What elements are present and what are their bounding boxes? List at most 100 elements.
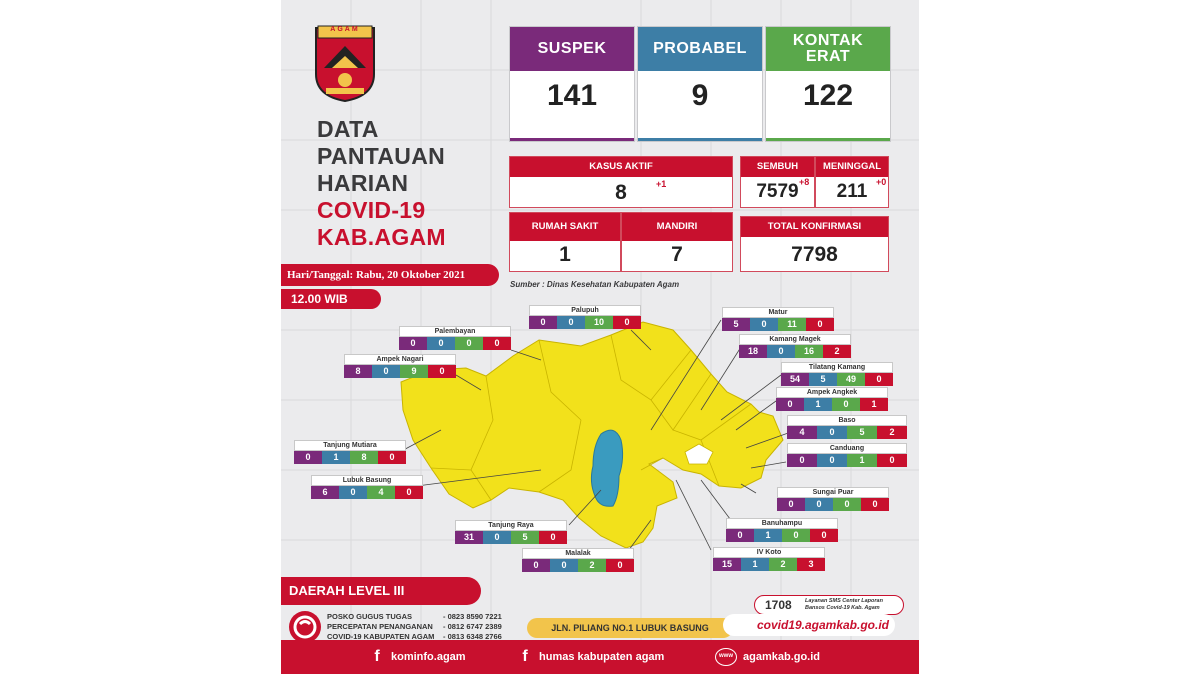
value-probabel: 5 — [809, 373, 837, 386]
footer-facebook-humas[interactable]: f humas kabupaten agam — [517, 648, 664, 666]
value-probabel: 1 — [804, 398, 832, 411]
logo-text: AGAM — [330, 26, 360, 33]
value-probabel: 1 — [741, 558, 769, 571]
district-matur: Matur 5 0 11 0 — [722, 307, 834, 331]
district-name: Ampek Angkek — [776, 387, 888, 398]
value-probabel: 1 — [754, 529, 782, 542]
district-iv-koto: IV Koto 15 1 2 3 — [713, 547, 825, 571]
level-banner: DAERAH LEVEL III — [281, 577, 481, 605]
value-probabel: 0 — [767, 345, 795, 358]
value-suspek: 4 — [787, 426, 817, 439]
stat-kontak-erat: KONTAK ERAT 122 — [765, 26, 891, 142]
value-kontak: 8 — [350, 451, 378, 464]
value-probabel: 0 — [817, 454, 847, 467]
district-palupuh: Palupuh 0 0 10 0 — [529, 305, 641, 329]
district-tanjung-raya: Tanjung Raya 31 0 5 0 — [455, 520, 567, 544]
agam-logo — [315, 25, 375, 102]
value-aktif: 2 — [877, 426, 907, 439]
stat-probabel-underline — [638, 138, 762, 141]
value-suspek: 0 — [522, 559, 550, 572]
covid-infographic: AGAM DATA PANTAUAN HARIAN COVID-19 KAB.A… — [281, 0, 919, 674]
district-name: Banuhampu — [726, 518, 838, 529]
value-aktif: 0 — [877, 454, 907, 467]
district-name: IV Koto — [713, 547, 825, 558]
title-line-3: HARIAN — [317, 170, 409, 196]
district-kamang-magek: Kamang Magek 18 0 16 2 — [739, 334, 851, 358]
maninjau-lake — [590, 429, 624, 507]
merapi-enclave — [684, 443, 714, 465]
value-kontak: 0 — [832, 398, 860, 411]
value-suspek: 0 — [777, 498, 805, 511]
posko-line-3: COVID-19 KABUPATEN AGAM — [327, 632, 435, 641]
district-name: Malalak — [522, 548, 634, 559]
value-kontak: 5 — [847, 426, 877, 439]
sms-text: Layanan SMS Center Laporan Bansos Covid-… — [805, 598, 883, 611]
facebook-icon: f — [374, 648, 380, 665]
stat-kasus-aktif: KASUS AKTIF 8 +1 — [509, 156, 733, 208]
posko-line-1: POSKO GUGUS TUGAS — [327, 612, 413, 621]
stat-kasus-aktif-delta: +1 — [656, 179, 667, 189]
value-suspek: 31 — [455, 531, 483, 544]
value-suspek: 54 — [781, 373, 809, 386]
stat-meninggal-label: MENINGGAL — [816, 157, 888, 177]
stat-probabel-value: 9 — [691, 79, 709, 112]
posko-phone-3: - 0813 6348 2766 — [443, 632, 502, 641]
website-link[interactable]: covid19.agamkab.go.id — [723, 614, 895, 636]
value-kontak: 2 — [578, 559, 606, 572]
time-bar: 12.00 WIB — [281, 289, 381, 309]
regency-shape — [400, 321, 784, 549]
stat-total-konfirmasi-label: TOTAL KONFIRMASI — [741, 217, 888, 237]
value-kontak: 2 — [769, 558, 797, 571]
stat-kasus-aktif-label: KASUS AKTIF — [510, 157, 732, 177]
value-kontak: 10 — [585, 316, 613, 329]
globe-icon: www — [715, 648, 737, 666]
district-name: Palembayan — [399, 326, 511, 337]
stat-meninggal-value: 211 — [836, 181, 868, 202]
footer-web-label: agamkab.go.id — [743, 651, 821, 663]
footer-facebook-kominfo[interactable]: f kominfo.agam — [369, 648, 465, 666]
posko-line-2: PERCEPATAN PENANGANAN — [327, 622, 433, 631]
title-line-1: DATA — [317, 116, 379, 142]
value-aktif: 1 — [860, 398, 888, 411]
value-suspek: 8 — [344, 365, 372, 378]
stat-probabel-label: PROBABEL — [638, 27, 762, 71]
district-name: Matur — [722, 307, 834, 318]
value-aktif: 0 — [861, 498, 889, 511]
stat-sembuh: SEMBUH 7579 +8 — [740, 156, 815, 208]
stat-rumah-sakit-value: 1 — [559, 243, 571, 266]
district-name: Tanjung Mutiara — [294, 440, 406, 451]
value-aktif: 2 — [823, 345, 851, 358]
stat-mandiri-label: MANDIRI — [622, 213, 732, 241]
footer-fb2-label: humas kabupaten agam — [539, 651, 665, 663]
value-probabel: 0 — [550, 559, 578, 572]
district-name: Sungai Puar — [777, 487, 889, 498]
district-name: Kamang Magek — [739, 334, 851, 345]
value-kontak: 1 — [847, 454, 877, 467]
sms-center: 1708 Layanan SMS Center Laporan Bansos C… — [754, 595, 904, 615]
district-tilatang-kamang: Tilatang Kamang 54 5 49 0 — [781, 362, 893, 386]
value-kontak: 11 — [778, 318, 806, 331]
stat-kontak-erat-label: KONTAK ERAT — [766, 27, 890, 71]
phone-icon — [289, 611, 321, 643]
district-name: Canduang — [787, 443, 907, 454]
value-kontak: 9 — [400, 365, 428, 378]
value-aktif: 0 — [606, 559, 634, 572]
value-probabel: 1 — [322, 451, 350, 464]
stat-total-konfirmasi: TOTAL KONFIRMASI 7798 — [740, 216, 889, 272]
value-aktif: 0 — [613, 316, 641, 329]
value-suspek: 0 — [529, 316, 557, 329]
sms-number: 1708 — [765, 598, 792, 612]
footer-website[interactable]: www agamkab.go.id — [715, 648, 820, 666]
value-aktif: 0 — [378, 451, 406, 464]
address-pill: JLN. PILIANG NO.1 LUBUK BASUNG — [527, 618, 733, 638]
stat-sembuh-delta: +8 — [799, 177, 810, 187]
posko-phone-2: - 0812 6747 2389 — [443, 622, 502, 631]
value-probabel: 0 — [817, 426, 847, 439]
